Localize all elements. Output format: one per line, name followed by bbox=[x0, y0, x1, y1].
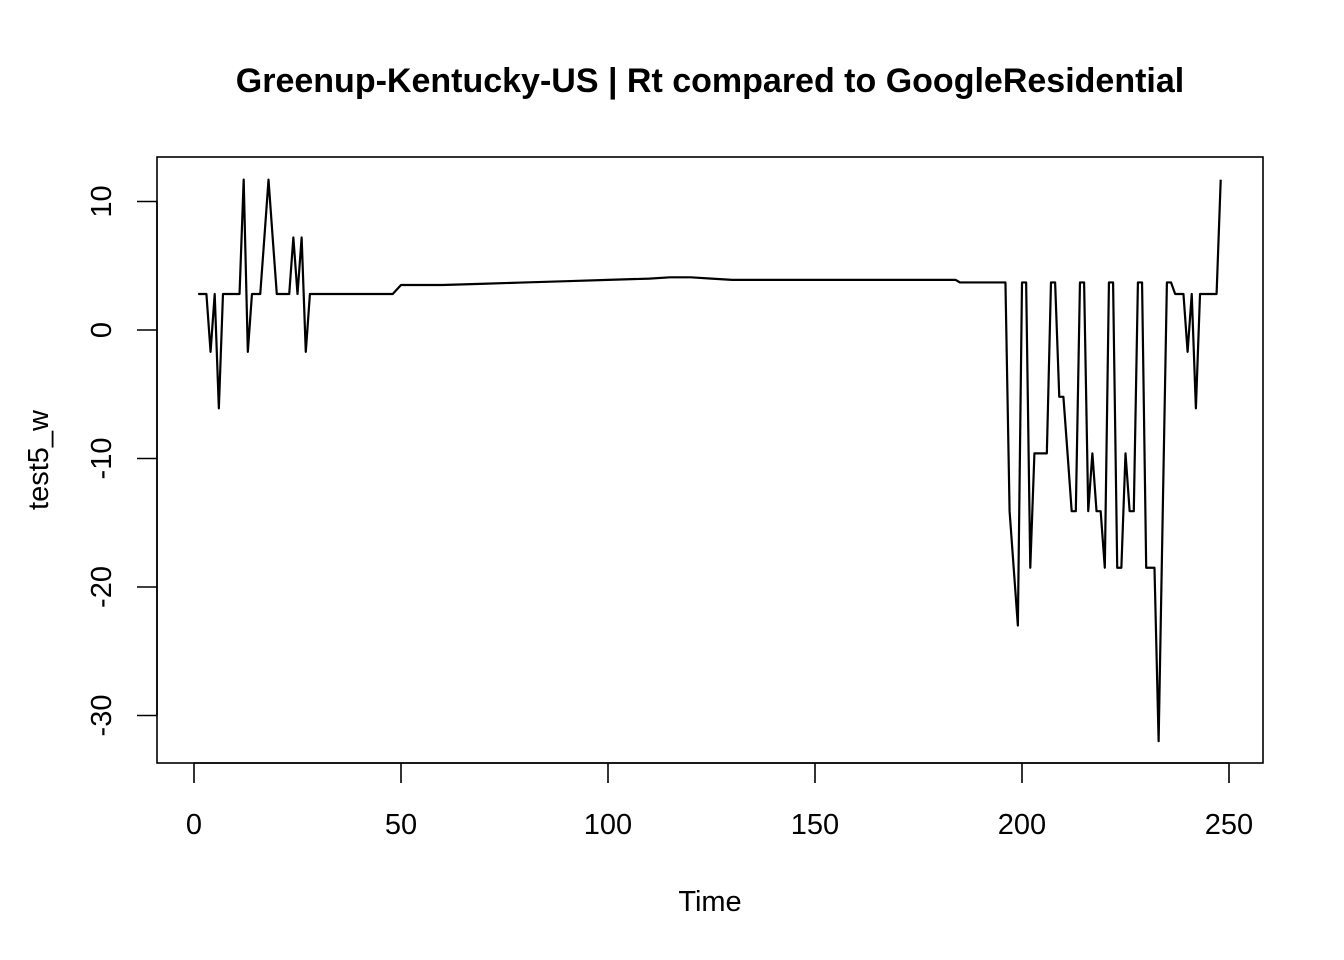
y-axis-label: test5_w bbox=[23, 409, 55, 510]
x-tick-label: 200 bbox=[998, 809, 1046, 841]
y-axis: -30 -20 -10 0 10 bbox=[86, 185, 158, 737]
x-axis: 0 50 100 150 200 250 bbox=[186, 762, 1253, 841]
x-tick-label: 100 bbox=[584, 809, 632, 841]
y-tick-label: -20 bbox=[86, 566, 118, 608]
series-line bbox=[198, 178, 1222, 743]
y-tick-label: 10 bbox=[86, 185, 118, 217]
x-tick-label: 50 bbox=[385, 809, 417, 841]
x-tick-label: 0 bbox=[186, 809, 202, 841]
chart-title: Greenup-Kentucky-US | Rt compared to Goo… bbox=[236, 62, 1184, 100]
plot-frame bbox=[156, 156, 1264, 764]
x-tick-label: 150 bbox=[791, 809, 839, 841]
x-axis-label: Time bbox=[678, 886, 741, 918]
y-tick-label: -10 bbox=[86, 438, 118, 480]
y-tick-label: 0 bbox=[86, 322, 118, 338]
y-tick-label: -30 bbox=[86, 695, 118, 737]
x-tick-label: 250 bbox=[1205, 809, 1253, 841]
